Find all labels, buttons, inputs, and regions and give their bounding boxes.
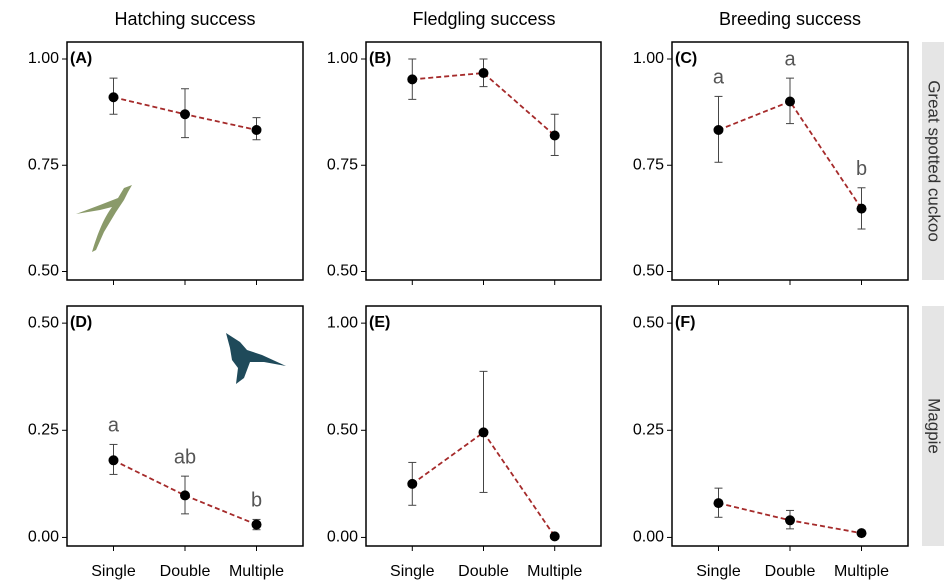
y-tick-label: 1.00 [28,50,59,67]
y-tick-label: 0.50 [28,314,59,331]
annotation: a [784,48,796,70]
point [108,455,118,465]
y-tick-label: 0.75 [327,156,358,173]
point [180,490,190,500]
y-tick-label: 0.50 [28,263,59,280]
column-title: Breeding success [719,9,861,29]
panel-label: (A) [70,50,92,67]
point [857,204,867,214]
point [479,68,489,78]
y-tick-label: 1.00 [327,314,358,331]
point [785,515,795,525]
x-tick-label: Double [458,563,509,580]
row-label: Magpie [925,398,944,454]
y-tick-label: 0.25 [28,422,59,439]
y-tick-label: 1.00 [633,50,664,67]
point [252,520,262,530]
panel [67,42,303,280]
magpie-icon [226,333,286,384]
y-tick-label: 0.00 [28,529,59,546]
point [108,92,118,102]
y-tick-label: 0.50 [327,263,358,280]
x-tick-label: Single [91,563,136,580]
cuckoo-icon [76,185,132,252]
point [785,97,795,107]
point [180,109,190,119]
x-tick-label: Multiple [229,563,284,580]
panel-label: (E) [369,314,390,331]
y-tick-label: 0.50 [633,263,664,280]
x-tick-label: Multiple [527,563,582,580]
y-tick-label: 0.00 [633,529,664,546]
annotation: b [856,158,867,180]
column-title: Hatching success [114,9,255,29]
x-tick-label: Single [696,563,741,580]
y-tick-label: 0.50 [327,422,358,439]
point [479,427,489,437]
point [550,131,560,141]
x-tick-label: Single [390,563,435,580]
point [857,528,867,538]
panel-label: (D) [70,314,92,331]
point [252,125,262,135]
y-tick-label: 0.75 [633,156,664,173]
point [407,479,417,489]
annotation: a [108,415,120,437]
annotation: ab [174,446,196,468]
x-tick-label: Double [765,563,816,580]
x-tick-label: Double [160,563,211,580]
panel-label: (B) [369,50,391,67]
point [713,498,723,508]
y-tick-label: 0.00 [327,529,358,546]
point [407,74,417,84]
y-tick-label: 0.75 [28,156,59,173]
y-tick-label: 1.00 [327,50,358,67]
x-tick-label: Multiple [834,563,889,580]
y-tick-label: 0.50 [633,314,664,331]
figure: Great spotted cuckoo Magpie Hatching suc… [0,0,944,581]
panel-label: (F) [675,314,695,331]
column-title: Fledgling success [412,9,555,29]
row-label: Great spotted cuckoo [925,80,944,242]
y-tick-label: 0.25 [633,422,664,439]
annotation: a [713,67,725,89]
point [550,531,560,541]
point [713,125,723,135]
panel-label: (C) [675,50,697,67]
annotation: b [251,490,262,512]
